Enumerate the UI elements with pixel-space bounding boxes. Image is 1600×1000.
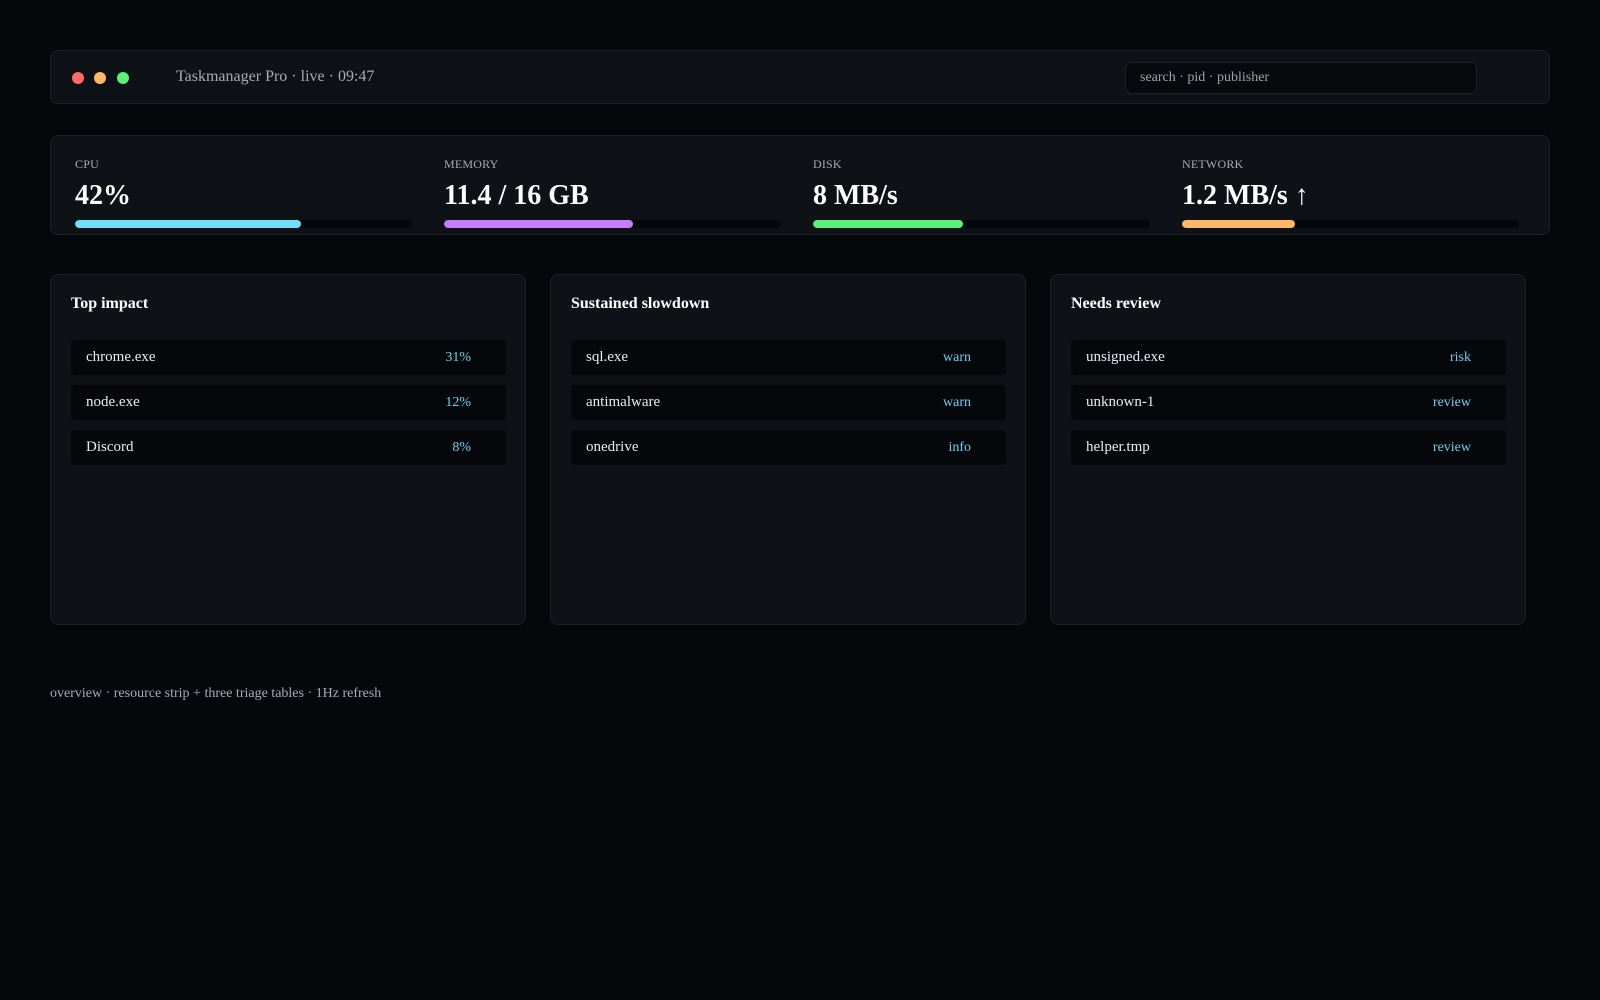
process-metric: 12% [445, 395, 471, 410]
metric-value: 1.2 MB/s ↑ [1182, 180, 1309, 211]
table-row[interactable]: onedrive info [571, 430, 1006, 465]
metric-label: NETWORK [1182, 157, 1244, 171]
metric-value: 11.4 / 16 GB [444, 180, 589, 211]
metric-bar-fill [444, 220, 633, 228]
panel-top-impact: Top impact chrome.exe 31% node.exe 12% D… [50, 274, 526, 625]
table-row[interactable]: chrome.exe 31% [71, 340, 506, 375]
minimize-window-button[interactable] [94, 72, 106, 84]
status-badge: risk [1450, 350, 1471, 365]
status-badge: review [1432, 440, 1471, 455]
status-badge: review [1432, 395, 1471, 410]
status-badge: info [948, 440, 971, 455]
metric-label: MEMORY [444, 157, 499, 171]
metric-bar [444, 220, 781, 228]
panel-needs-review: Needs review unsigned.exe risk unknown-1… [1050, 274, 1526, 625]
process-name: Discord [86, 439, 134, 455]
process-name: unsigned.exe [1086, 349, 1165, 365]
process-name: onedrive [586, 439, 639, 455]
metric-value: 42% [75, 180, 131, 211]
search-input[interactable] [1125, 62, 1477, 94]
metric-cpu: CPU 42% [75, 136, 412, 236]
table-row[interactable]: sql.exe warn [571, 340, 1006, 375]
metric-network: NETWORK 1.2 MB/s ↑ [1182, 136, 1519, 236]
process-name: helper.tmp [1086, 439, 1150, 455]
metric-bar-fill [813, 220, 963, 228]
metric-bar-fill [75, 220, 301, 228]
metric-label: DISK [813, 157, 842, 171]
metric-label: CPU [75, 157, 99, 171]
panel-title: Sustained slowdown [571, 295, 710, 312]
panel-sustained-slowdown: Sustained slowdown sql.exe warn antimalw… [550, 274, 1026, 625]
metric-bar [813, 220, 1150, 228]
metric-bar [75, 220, 412, 228]
process-name: chrome.exe [86, 349, 156, 365]
table-row[interactable]: node.exe 12% [71, 385, 506, 420]
table-row[interactable]: helper.tmp review [1071, 430, 1506, 465]
metric-bar [1182, 220, 1519, 228]
metric-value: 8 MB/s [813, 180, 898, 211]
process-metric: 8% [452, 440, 471, 455]
metric-bar-fill [1182, 220, 1295, 228]
process-name: antimalware [586, 394, 661, 410]
table-row[interactable]: unknown-1 review [1071, 385, 1506, 420]
process-name: sql.exe [586, 349, 629, 365]
table-row[interactable]: unsigned.exe risk [1071, 340, 1506, 375]
process-metric: 31% [445, 350, 471, 365]
maximize-window-button[interactable] [117, 72, 129, 84]
panel-title: Top impact [71, 295, 149, 312]
app-title: Taskmanager Pro · live · 09:47 [176, 68, 375, 85]
metric-memory: MEMORY 11.4 / 16 GB [444, 136, 781, 236]
status-badge: warn [943, 350, 971, 365]
title-bar: Taskmanager Pro · live · 09:47 [50, 50, 1550, 104]
status-badge: warn [943, 395, 971, 410]
panel-title: Needs review [1071, 295, 1161, 312]
process-name: unknown-1 [1086, 394, 1155, 410]
process-name: node.exe [86, 394, 140, 410]
close-window-button[interactable] [72, 72, 84, 84]
footer-caption: overview · resource strip + three triage… [50, 686, 382, 701]
metric-disk: DISK 8 MB/s [813, 136, 1150, 236]
table-row[interactable]: antimalware warn [571, 385, 1006, 420]
table-row[interactable]: Discord 8% [71, 430, 506, 465]
resource-strip: CPU 42% MEMORY 11.4 / 16 GB DISK 8 MB/s … [50, 135, 1550, 235]
